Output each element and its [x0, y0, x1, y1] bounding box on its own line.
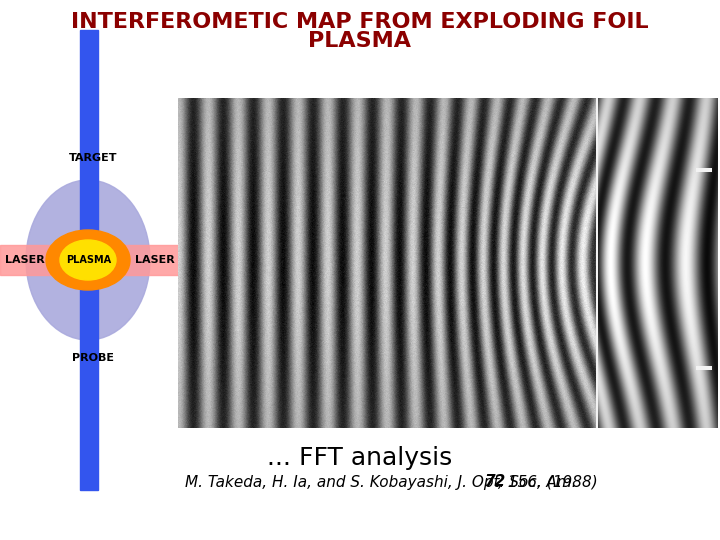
Bar [80, 30, 98, 490]
Text: LASER: LASER [135, 255, 175, 265]
Ellipse shape [60, 240, 116, 280]
Text: ... FFT analysis: ... FFT analysis [267, 446, 453, 470]
Ellipse shape [46, 230, 130, 290]
Text: LASER: LASER [5, 255, 45, 265]
Bar [0, 245, 183, 275]
Text: TARGET: TARGET [68, 153, 117, 163]
Text: 72: 72 [485, 475, 506, 489]
Text: , 156, (1988): , 156, (1988) [498, 475, 598, 489]
Text: M. Takeda, H. Ia, and S. Kobayashi, J. Opt. Soc. Am.: M. Takeda, H. Ia, and S. Kobayashi, J. O… [185, 475, 581, 489]
Text: PROBE: PROBE [72, 353, 114, 363]
Text: PLASMA: PLASMA [308, 31, 412, 51]
Text: INTERFEROMETIC MAP FROM EXPLODING FOIL: INTERFEROMETIC MAP FROM EXPLODING FOIL [71, 12, 649, 32]
Text: PLASMA: PLASMA [66, 255, 112, 265]
Ellipse shape [26, 180, 150, 340]
Text: Z: Z [190, 318, 199, 331]
Text: X: X [237, 367, 246, 380]
